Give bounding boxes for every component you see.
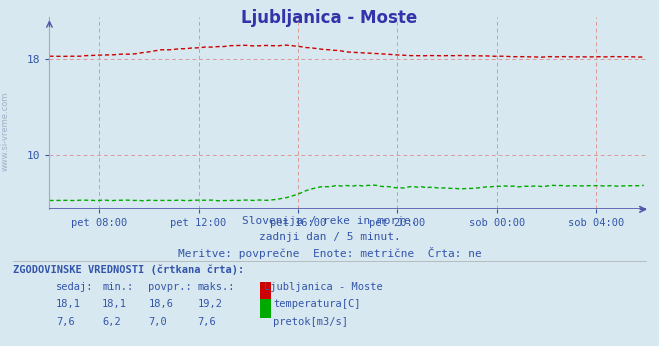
Text: sedaj:: sedaj: (56, 282, 94, 292)
Text: Ljubljanica - Moste: Ljubljanica - Moste (264, 282, 382, 292)
Text: Meritve: povprečne  Enote: metrične  Črta: ne: Meritve: povprečne Enote: metrične Črta:… (178, 247, 481, 260)
Text: min.:: min.: (102, 282, 133, 292)
Text: 6,2: 6,2 (102, 317, 121, 327)
Text: 18,6: 18,6 (148, 299, 173, 309)
Text: zadnji dan / 5 minut.: zadnji dan / 5 minut. (258, 232, 401, 242)
Text: 18,1: 18,1 (56, 299, 81, 309)
Text: Ljubljanica - Moste: Ljubljanica - Moste (241, 9, 418, 27)
Text: 7,0: 7,0 (148, 317, 167, 327)
Text: ZGODOVINSKE VREDNOSTI (črtkana črta):: ZGODOVINSKE VREDNOSTI (črtkana črta): (13, 265, 244, 275)
Text: povpr.:: povpr.: (148, 282, 192, 292)
Text: Slovenija / reke in morje.: Slovenija / reke in morje. (242, 216, 417, 226)
Text: 18,1: 18,1 (102, 299, 127, 309)
Text: 19,2: 19,2 (198, 299, 223, 309)
Text: temperatura[C]: temperatura[C] (273, 299, 361, 309)
Text: 7,6: 7,6 (198, 317, 216, 327)
Text: www.si-vreme.com: www.si-vreme.com (1, 92, 10, 171)
Text: maks.:: maks.: (198, 282, 235, 292)
Text: pretok[m3/s]: pretok[m3/s] (273, 317, 349, 327)
Text: 7,6: 7,6 (56, 317, 74, 327)
